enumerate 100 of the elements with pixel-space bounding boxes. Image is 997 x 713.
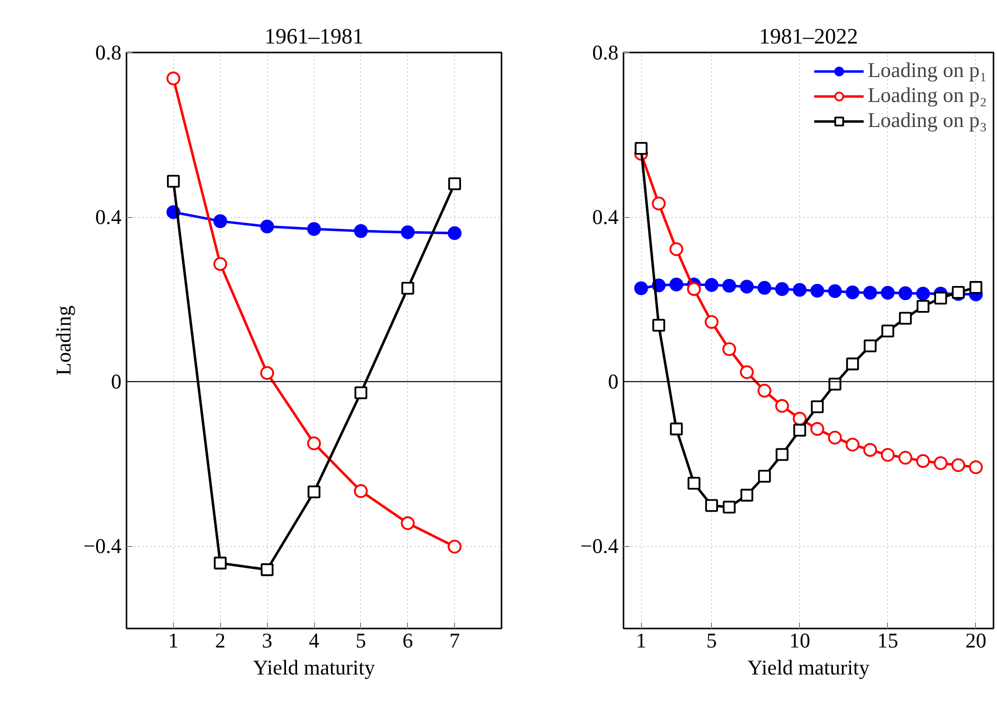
point [722, 500, 736, 514]
point [687, 282, 701, 296]
x-tick-label: 6 [402, 628, 413, 652]
point [775, 282, 789, 296]
point [828, 284, 842, 298]
point [307, 222, 321, 236]
point [880, 286, 895, 300]
point [934, 292, 948, 305]
x-tick-label: 1 [168, 628, 179, 652]
point [828, 430, 842, 444]
point [775, 399, 789, 413]
x-tick-label: 20 [965, 628, 986, 652]
point [810, 422, 824, 436]
x-tick-label: 4 [308, 628, 320, 652]
y-tick-label: 0 [111, 370, 122, 394]
x-tick-label: 15 [877, 628, 898, 652]
chart-title: 1961–1981 [264, 24, 364, 48]
point [758, 384, 772, 398]
point [969, 281, 982, 294]
point [916, 286, 930, 300]
point [722, 342, 736, 356]
y-tick-label: −0.4 [83, 534, 122, 558]
point [863, 286, 878, 300]
point [898, 286, 912, 300]
point [308, 486, 320, 498]
x-tick-label: 1 [636, 628, 646, 652]
point [793, 424, 806, 437]
point [881, 324, 894, 338]
point [968, 460, 983, 474]
y-tick-label: −0.4 [580, 534, 619, 558]
point [934, 456, 948, 470]
x-tick-label: 7 [449, 628, 460, 652]
point [863, 443, 878, 457]
y-tick-label: 0.4 [95, 205, 122, 230]
point [400, 516, 415, 530]
legend-label: Loading on p₁ [868, 58, 987, 83]
point [899, 312, 912, 325]
point [448, 177, 462, 190]
point [776, 448, 788, 461]
point [448, 540, 462, 554]
y-tick-label: 0.4 [592, 205, 619, 230]
point [792, 283, 807, 297]
point [652, 318, 666, 332]
point [669, 278, 684, 292]
legend-label: Loading on p₃ [868, 108, 987, 133]
point [916, 454, 930, 468]
point [704, 278, 718, 292]
x-tick-label: 5 [356, 628, 366, 652]
point [214, 556, 227, 570]
point [951, 458, 966, 472]
point [758, 470, 771, 483]
point [864, 339, 877, 352]
point [448, 226, 462, 240]
y-tick-label: 0 [608, 370, 618, 394]
point [354, 224, 368, 238]
point [166, 174, 180, 188]
point [354, 484, 368, 498]
point [810, 284, 824, 298]
legend-label: Loading on p₂ [868, 83, 987, 108]
point [354, 386, 368, 400]
x-tick-label: 2 [215, 628, 226, 652]
x-axis-title: Yield maturity [253, 656, 376, 680]
point [740, 488, 754, 502]
point [916, 300, 930, 313]
point [810, 400, 824, 414]
point [846, 358, 859, 370]
point [669, 242, 684, 256]
point [758, 280, 772, 295]
point [213, 214, 228, 228]
point [846, 438, 860, 452]
point [740, 365, 754, 380]
y-tick-label: 0.8 [95, 40, 122, 64]
point [260, 366, 274, 380]
point [634, 142, 648, 155]
y-axis-title: Loading [51, 305, 76, 376]
point [740, 280, 754, 294]
point [400, 225, 415, 240]
point [166, 72, 180, 86]
point [634, 281, 648, 296]
point [652, 196, 666, 210]
point [307, 436, 321, 450]
x-tick-label: 5 [706, 628, 717, 652]
point [722, 278, 736, 293]
point [670, 422, 683, 436]
y-tick-label: 0.8 [592, 40, 618, 64]
point [828, 378, 842, 391]
point [898, 450, 912, 465]
point [401, 282, 414, 295]
point [880, 448, 895, 462]
point [688, 476, 700, 490]
point [704, 315, 718, 329]
point [705, 499, 718, 512]
point [792, 412, 807, 426]
point [213, 257, 228, 271]
point [260, 220, 274, 234]
x-tick-label: 10 [789, 628, 810, 652]
x-tick-label: 3 [262, 628, 272, 652]
point [260, 563, 274, 576]
x-axis-title: Yield maturity [748, 656, 870, 680]
chart-title: 1981–2022 [759, 24, 858, 48]
